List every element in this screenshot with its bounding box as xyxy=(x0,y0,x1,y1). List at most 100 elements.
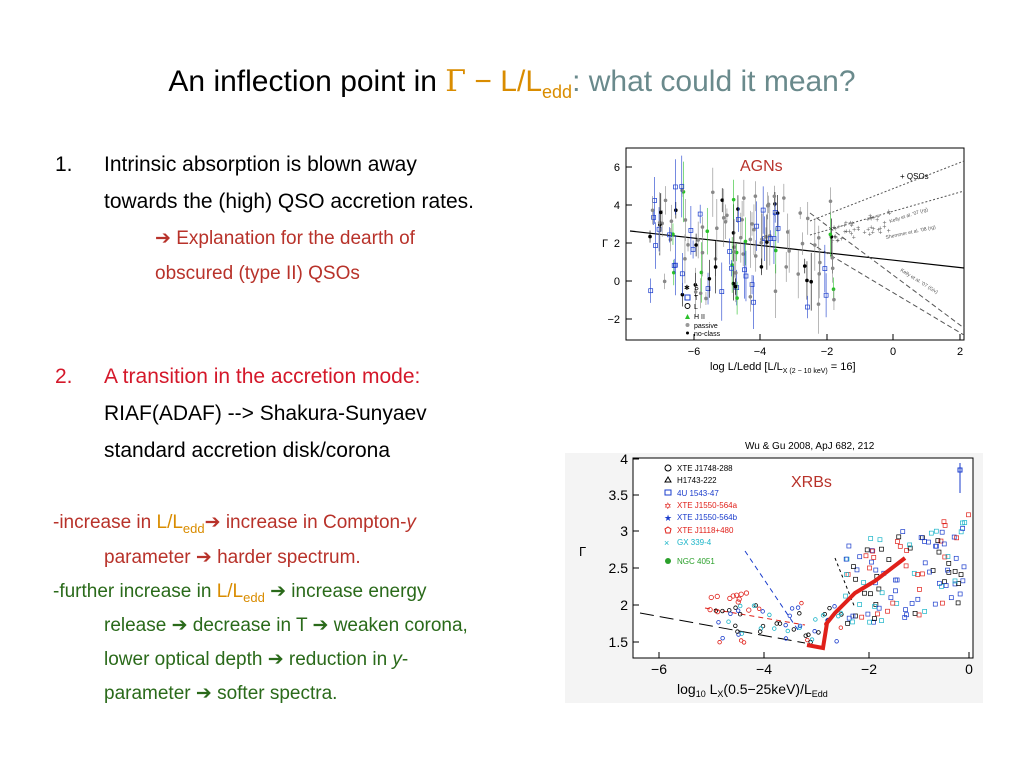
xrb-point xyxy=(795,605,801,610)
agn-point xyxy=(688,228,694,233)
xrb-point xyxy=(888,595,894,601)
agn-point xyxy=(782,196,786,200)
agn-point xyxy=(648,234,652,239)
xrb-trend-line xyxy=(704,607,806,626)
bullet2-line1: -further increase in L/Ledd ➔ increase e… xyxy=(53,581,427,605)
agn-ytick: 2 xyxy=(614,238,620,250)
xrb-point xyxy=(863,553,869,559)
agn-point xyxy=(679,184,685,189)
agn-point xyxy=(798,211,803,215)
svg-text:XTE J1118+480: XTE J1118+480 xyxy=(677,526,734,535)
agn-xtick: −6 xyxy=(688,346,701,358)
agn-point xyxy=(748,294,753,299)
agn-point xyxy=(700,225,705,229)
svg-text:XTE J1748-288: XTE J1748-288 xyxy=(677,464,733,473)
xrb-xtick: −2 xyxy=(861,661,877,677)
xrb-point xyxy=(942,554,948,560)
svg-text:H II: H II xyxy=(694,314,705,321)
xrb-point xyxy=(843,593,848,599)
agn-point xyxy=(831,287,836,292)
agn-point xyxy=(715,226,719,230)
xrb-point xyxy=(954,535,959,541)
xrb-point xyxy=(953,555,959,561)
title-gamma: Γ xyxy=(445,64,467,99)
xrb-point xyxy=(746,607,752,613)
agn-point xyxy=(823,292,829,298)
xrb-ytick: 2.5 xyxy=(609,560,629,576)
xrb-point xyxy=(955,600,961,606)
xrb-point xyxy=(859,614,865,620)
agn-y-ticks: 6 4 2 0 −2 xyxy=(607,162,632,326)
agn-point xyxy=(760,207,766,213)
xrb-point xyxy=(805,637,810,643)
xrb-point xyxy=(845,620,851,626)
agn-point xyxy=(748,237,753,242)
agn-point xyxy=(743,273,749,279)
xrb-ytick: 1.5 xyxy=(609,634,629,650)
svg-text:H1743-222: H1743-222 xyxy=(677,476,717,485)
item1-explain-line2: obscured (type II) QSOs xyxy=(155,263,360,284)
svg-text:★: ★ xyxy=(664,513,672,523)
xrb-trend-line xyxy=(639,612,806,644)
xrb-plot: 4 3.5 3 2.5 2 1.5 Γ −6 −4 −2 0 log10 LX(… xyxy=(579,453,974,699)
xrb-point xyxy=(857,554,863,560)
svg-text:XTE J1550-564a: XTE J1550-564a xyxy=(677,501,738,510)
xrb-point xyxy=(741,640,747,645)
agn-point xyxy=(686,243,690,247)
slide-title: An inflection point in Γ − L/Ledd: what … xyxy=(0,62,1024,112)
xrb-point xyxy=(962,520,968,525)
item2-line1: A transition in the accretion mode: xyxy=(104,365,421,388)
svg-text:L: L xyxy=(694,304,698,311)
agn-point xyxy=(705,286,711,291)
item1-number: 1. xyxy=(55,153,73,176)
agn-point xyxy=(805,278,809,283)
xrb-point xyxy=(730,593,736,599)
xrb-point xyxy=(941,541,947,547)
agn-point xyxy=(679,271,685,277)
xrb-point xyxy=(844,572,849,577)
agn-qso-point: + xyxy=(849,231,853,238)
agn-point xyxy=(742,267,747,273)
agn-qso-point: + xyxy=(852,227,856,234)
svg-text:4U 1543-47: 4U 1543-47 xyxy=(677,489,719,498)
xrb-point xyxy=(961,564,967,570)
xrb-point xyxy=(932,601,938,607)
xrb-point xyxy=(797,625,802,630)
xrb-point xyxy=(952,569,958,574)
agn-point xyxy=(733,284,738,289)
xrb-point xyxy=(812,629,817,634)
title-dash: − xyxy=(466,65,501,98)
xrb-point xyxy=(799,600,804,606)
xrb-point xyxy=(846,543,852,549)
agn-qso-point: + xyxy=(887,228,891,235)
xrb-point xyxy=(928,530,934,536)
agn-qso-point: + xyxy=(872,215,876,222)
xrb-point xyxy=(872,616,877,621)
xrb-point xyxy=(876,605,882,611)
bullet2-line3: lower optical depth ➔ reduction in y- xyxy=(104,649,409,670)
xrb-point xyxy=(911,570,917,576)
agn-point xyxy=(800,241,805,246)
agn-point xyxy=(693,282,698,287)
agn-point xyxy=(736,207,740,211)
item1-line2: towards the (high) QSO accretion rates. xyxy=(104,190,474,213)
agn-point xyxy=(731,281,736,286)
xrb-point xyxy=(951,534,957,540)
xrb-point xyxy=(877,537,883,543)
xrb-point xyxy=(900,529,906,534)
agn-point xyxy=(674,208,678,213)
xrb-point xyxy=(733,623,738,628)
xrb-point xyxy=(933,543,938,549)
agn-qso-point: + xyxy=(835,238,839,245)
agn-qso-point: + xyxy=(832,225,836,232)
agn-point xyxy=(751,299,756,305)
xrb-point xyxy=(943,583,949,588)
xrb-point xyxy=(867,619,873,625)
agn-point xyxy=(693,290,698,294)
xrb-point xyxy=(735,599,741,605)
xrb-point xyxy=(917,587,922,592)
bullet2-line4: parameter ➔ softer spectra. xyxy=(104,683,338,704)
agn-qso-point: + xyxy=(856,227,860,234)
agn-point xyxy=(830,256,835,260)
item1-explain-line1: ➔ Explanation for the dearth of xyxy=(155,228,415,249)
